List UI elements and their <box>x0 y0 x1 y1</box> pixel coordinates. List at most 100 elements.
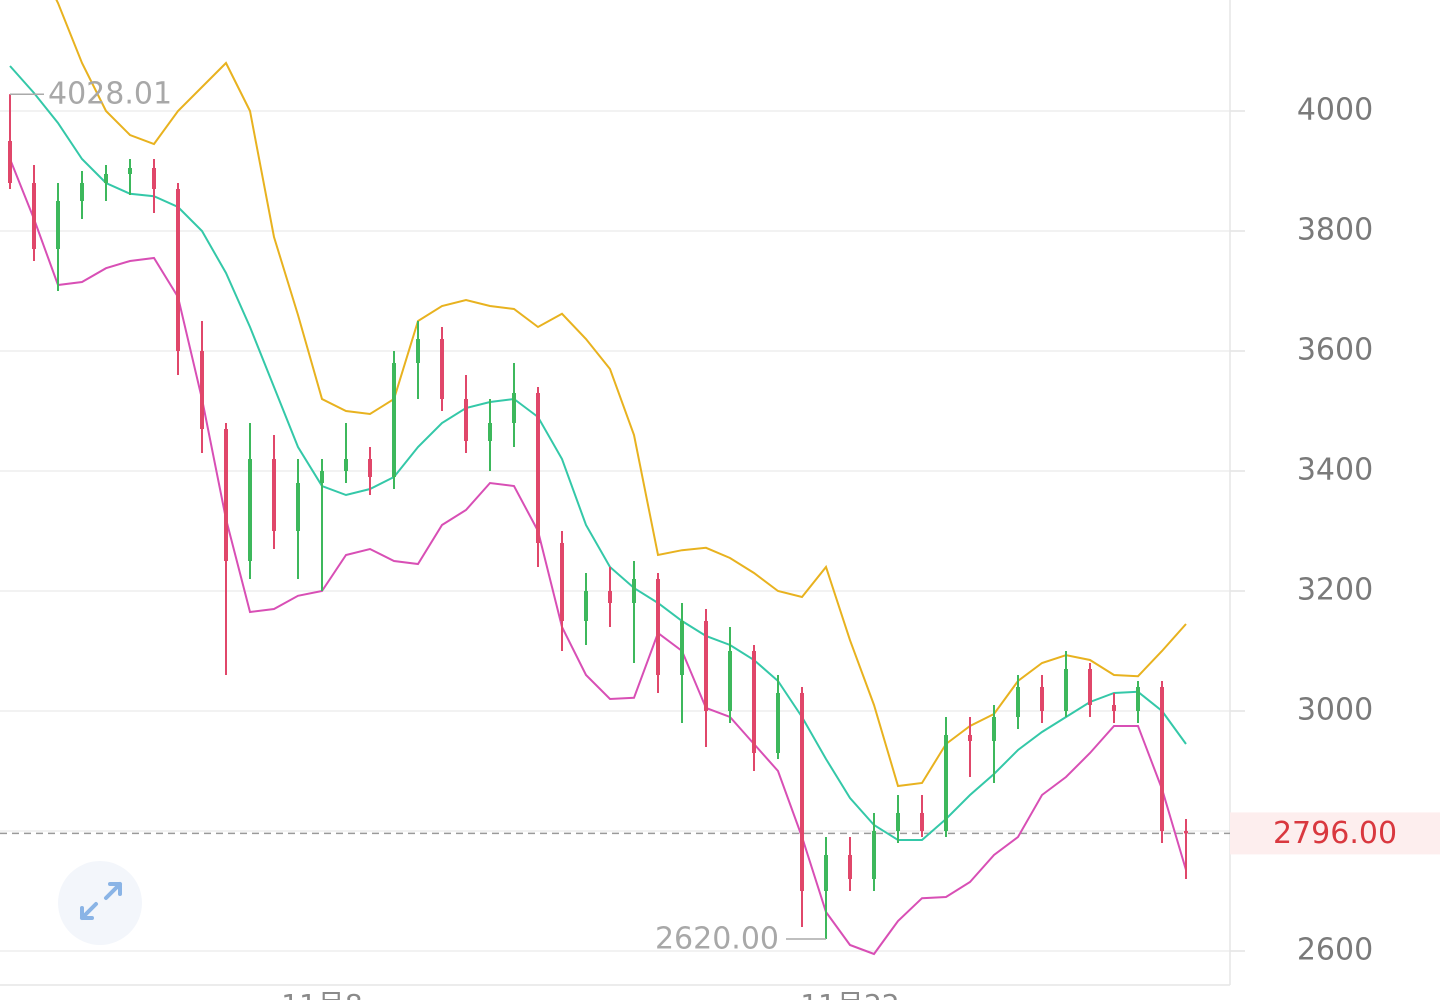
candle-body <box>32 182 36 249</box>
candle <box>872 812 876 891</box>
candle-body <box>128 167 132 174</box>
y-tick-label: 4200 <box>1297 0 1373 8</box>
candle <box>968 716 972 777</box>
candle <box>224 422 228 675</box>
candle <box>1016 674 1020 729</box>
candle-body <box>728 650 732 711</box>
candle <box>1040 674 1044 723</box>
candle-body <box>200 350 204 429</box>
candle-body <box>80 182 84 201</box>
candle-body <box>440 338 444 399</box>
candle <box>152 158 156 213</box>
x-tick-label: 11月8 <box>281 988 362 1000</box>
y-tick-label: 3200 <box>1297 572 1373 607</box>
candle <box>128 158 132 195</box>
candle <box>104 164 108 201</box>
candle-body <box>368 458 372 477</box>
candle <box>776 674 780 759</box>
candle-body <box>1184 830 1188 834</box>
candle-body <box>1160 686 1164 831</box>
candle-body <box>1064 668 1068 711</box>
candle <box>944 716 948 837</box>
band-line <box>9 65 1187 841</box>
candle <box>656 572 660 693</box>
band-line <box>9 158 1187 956</box>
candle-body <box>968 734 972 741</box>
candle <box>752 644 756 771</box>
candle <box>680 602 684 723</box>
candle <box>1136 680 1140 723</box>
candle-body <box>320 470 324 483</box>
y-tick-label: 3400 <box>1297 452 1373 487</box>
candle-body <box>848 854 852 879</box>
candle <box>848 836 852 891</box>
last-price-tag <box>1230 812 1440 855</box>
candle-body <box>416 338 420 363</box>
candle-body <box>992 716 996 741</box>
candle <box>1112 692 1116 723</box>
y-tick-label: 3600 <box>1297 332 1373 367</box>
candle-body <box>1040 686 1044 711</box>
candle-body <box>800 692 804 891</box>
expand-button-bg[interactable] <box>58 861 142 945</box>
candle <box>608 566 612 627</box>
candle <box>488 398 492 471</box>
candle <box>8 94 12 189</box>
candle <box>32 164 36 261</box>
candle-body <box>560 542 564 621</box>
candle <box>728 626 732 723</box>
candle-body <box>176 188 180 351</box>
candle <box>464 374 468 453</box>
candle-body <box>776 692 780 753</box>
candle <box>80 170 84 219</box>
candle-body <box>632 578 636 603</box>
candle-body <box>1112 704 1116 711</box>
candle-body <box>8 140 12 183</box>
candle-body <box>872 830 876 879</box>
candle <box>824 836 828 939</box>
candle <box>560 530 564 651</box>
last-price-label: 2796.00 <box>1273 816 1397 851</box>
candle <box>344 422 348 483</box>
candle-body <box>824 854 828 891</box>
candle <box>920 794 924 837</box>
candle-body <box>1088 668 1092 705</box>
candle <box>512 362 516 447</box>
y-tick-label: 3000 <box>1297 692 1373 727</box>
expand-icon[interactable] <box>80 882 122 920</box>
x-tick-label: 11月22 <box>800 988 899 1000</box>
candle-body <box>512 392 516 423</box>
candle <box>632 560 636 663</box>
candle-body <box>152 167 156 189</box>
candle <box>1064 650 1068 717</box>
candle-body <box>392 362 396 477</box>
candle <box>536 386 540 567</box>
candle <box>392 350 396 489</box>
candle <box>800 686 804 927</box>
candle <box>272 434 276 549</box>
candle <box>368 446 372 495</box>
candle-body <box>272 458 276 531</box>
candle <box>1184 818 1188 879</box>
candle-body <box>248 458 252 561</box>
candle-body <box>224 428 228 561</box>
candle-body <box>488 422 492 441</box>
candle <box>248 422 252 579</box>
candle-body <box>464 398 468 441</box>
candle-body <box>920 812 924 831</box>
candle-body <box>344 458 348 471</box>
candle-body <box>704 620 708 711</box>
y-tick-label: 2600 <box>1297 932 1373 967</box>
candle-body <box>1136 686 1140 711</box>
y-tick-label: 3800 <box>1297 212 1373 247</box>
candle <box>296 458 300 579</box>
candle <box>704 608 708 747</box>
candle-body <box>296 482 300 531</box>
candle-body <box>680 620 684 675</box>
expand-button[interactable] <box>58 861 142 945</box>
candle-body <box>656 578 660 675</box>
candle-body <box>536 392 540 543</box>
candle <box>320 458 324 591</box>
